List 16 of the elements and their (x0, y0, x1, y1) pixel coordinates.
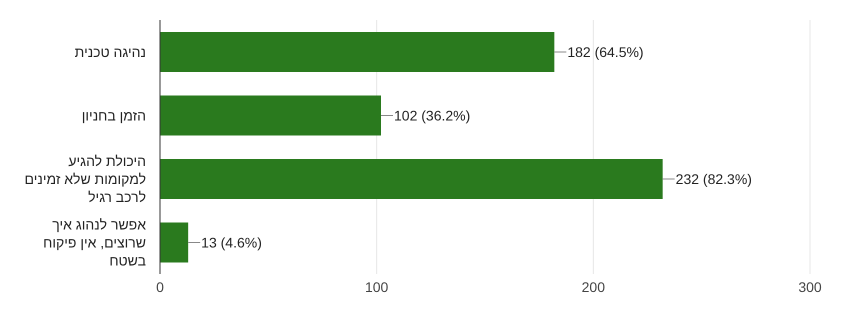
bar (160, 222, 188, 262)
bar (160, 32, 554, 72)
data-label: 232 (82.3%) (676, 171, 752, 187)
y-tick-label: נהיגה טכנית (74, 44, 146, 60)
bar (160, 96, 381, 136)
x-tick-label: 200 (582, 278, 606, 295)
y-tick-label: היכולת להגיע למקומות שלא זמינים לרכב רגיל (24, 152, 146, 205)
y-tick-label: אפשר לנהוג איך שרוצים, אין פיקוח בשטח (43, 216, 146, 268)
y-tick-label: הזמן בחניון (82, 107, 146, 124)
bar (160, 159, 663, 199)
data-label: 182 (64.5%) (567, 44, 644, 60)
x-tick-label: 0 (156, 278, 164, 295)
data-label: 13 (4.6%) (201, 234, 262, 250)
x-tick-label: 100 (364, 278, 389, 295)
x-tick-label: 300 (798, 278, 822, 295)
data-label: 102 (36.2%) (394, 108, 470, 124)
